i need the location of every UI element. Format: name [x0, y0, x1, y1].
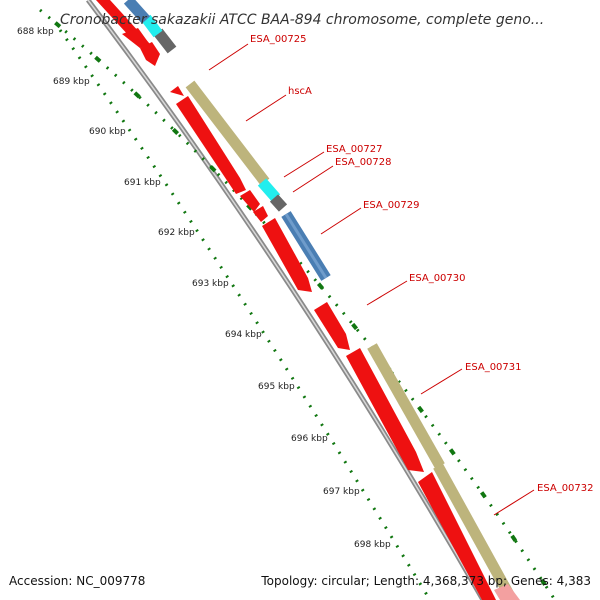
cds-arrow-esa00730	[314, 302, 350, 350]
tick-label: 694 kbp	[225, 330, 262, 340]
leader-esa00728	[292, 165, 334, 193]
genome-summary-text: Topology: circular; Length: 4,368,373 bp…	[261, 574, 591, 588]
leader-esa00729	[320, 207, 362, 235]
cds-arrow-hsca	[176, 96, 246, 194]
cds-arrow-bottom	[494, 584, 520, 600]
leader-esa00732	[493, 489, 535, 516]
leader-esa00730	[366, 280, 408, 306]
tick-label: 695 kbp	[258, 382, 295, 392]
gene-label-esa00729[interactable]: ESA_00729	[363, 200, 420, 211]
tick-label: 692 kbp	[158, 228, 195, 238]
cds-arrow-esa00725	[140, 42, 160, 66]
cds-arrow-esa00728	[253, 206, 268, 222]
gene-band-esa00731	[367, 343, 445, 469]
gene-band-esa00732	[433, 463, 517, 600]
gene-label-esa00727[interactable]: ESA_00727	[326, 144, 383, 155]
cds-arrow-esa00727	[240, 190, 260, 212]
tick-label: 693 kbp	[192, 279, 229, 289]
feature-trna-top	[141, 14, 163, 38]
leader-esa00731	[420, 368, 463, 395]
leader-hsca	[245, 94, 287, 122]
gene-band-hsca	[185, 80, 270, 186]
cds-arrow-esa00731	[346, 348, 424, 472]
gene-label-esa00732[interactable]: ESA_00732	[537, 483, 594, 494]
outer-major-ticks	[38, 8, 557, 600]
tick-label: 696 kbp	[291, 434, 328, 444]
cds-arrow-esa00732	[418, 472, 496, 600]
other-band-1	[269, 194, 288, 212]
cds-arrow-small-1	[170, 86, 184, 96]
cds-arrow-top-2	[122, 28, 148, 48]
trna-band-1	[257, 178, 281, 202]
tick-label: 689 kbp	[53, 77, 90, 87]
cds-arrow-esa00729	[262, 218, 312, 292]
tick-label: 697 kbp	[323, 487, 360, 497]
gene-label-esa00725[interactable]: ESA_00725	[250, 34, 307, 45]
feature-other-top	[153, 28, 177, 54]
tick-label: 690 kbp	[89, 127, 126, 137]
inner-tick-ring	[58, 29, 432, 600]
gene-label-hsca[interactable]: hscA	[288, 86, 312, 97]
backbone-line	[86, 0, 486, 600]
outer-tick-ring	[39, 8, 557, 600]
feature-blue-top	[123, 0, 151, 24]
blue-band-esa00729-light	[284, 213, 328, 279]
tick-label: 691 kbp	[124, 178, 161, 188]
gene-label-esa00731[interactable]: ESA_00731	[465, 362, 522, 373]
accession-text: Accession: NC_009778	[9, 574, 146, 588]
map-title: Cronobacter sakazakii ATCC BAA-894 chrom…	[60, 12, 544, 28]
gene-label-esa00728[interactable]: ESA_00728	[335, 157, 392, 168]
leader-esa00727	[283, 151, 325, 178]
leader-esa00725	[208, 43, 249, 71]
gene-label-esa00730[interactable]: ESA_00730	[409, 273, 466, 284]
tick-label: 688 kbp	[17, 27, 54, 37]
backbone-highlight	[87, 0, 484, 600]
tick-label: 698 kbp	[354, 540, 391, 550]
